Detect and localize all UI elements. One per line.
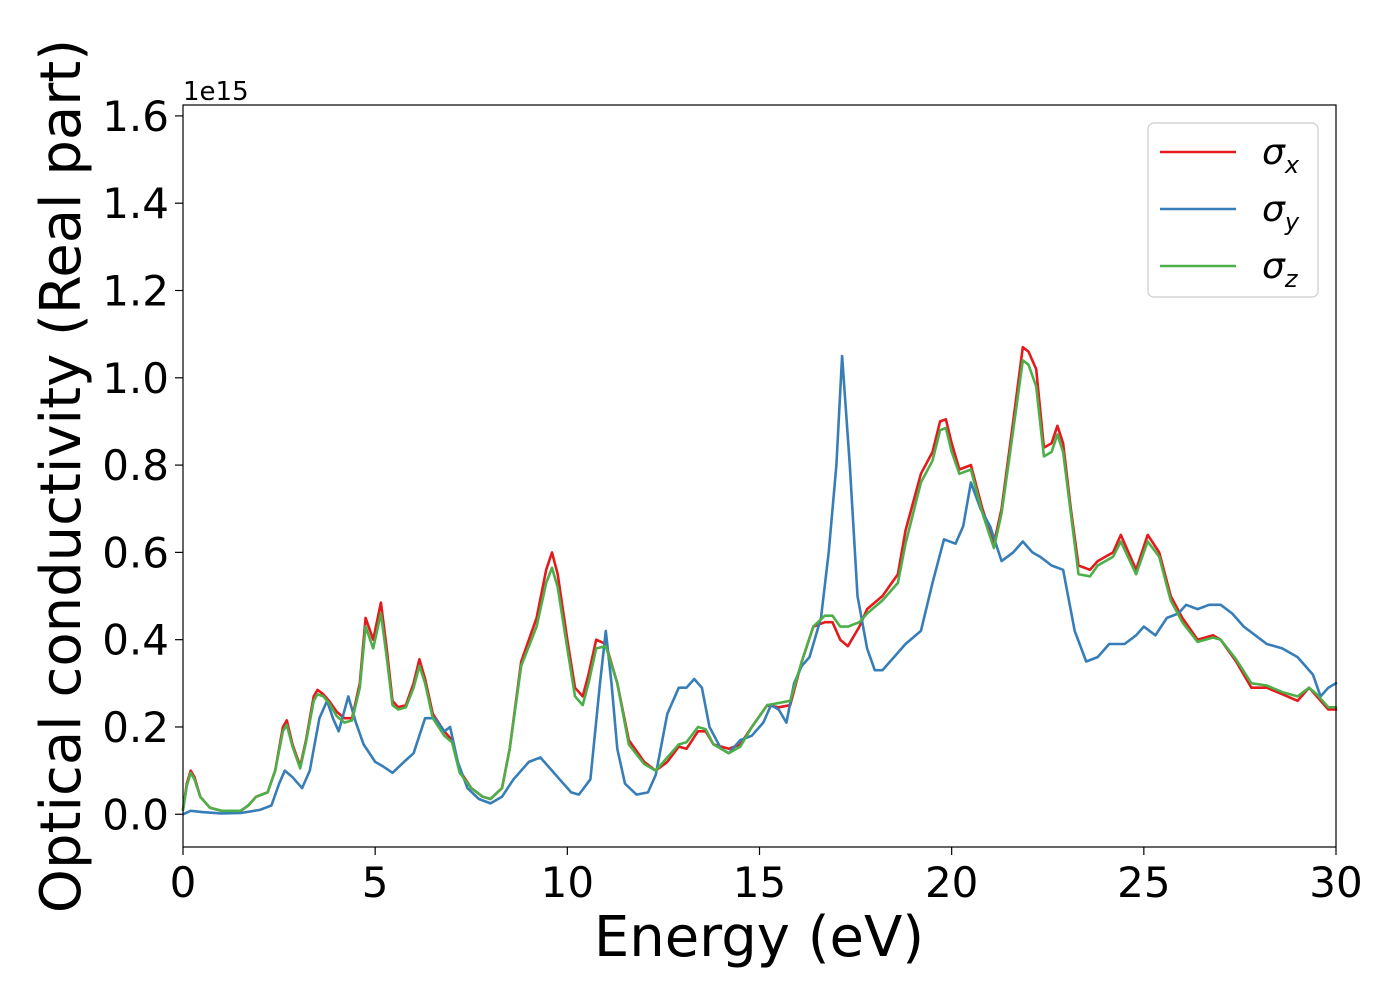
plot-frame — [182, 104, 1337, 848]
legend-label-symbol: σ — [1262, 132, 1286, 173]
legend-label-symbol: σ — [1262, 189, 1286, 230]
series-layer — [181, 345, 1338, 816]
x-tick-label: 5 — [362, 858, 389, 907]
legend-label-sigma-z: σz — [1262, 246, 1299, 293]
y-tick-label: 0.0 — [102, 790, 169, 839]
x-tick-label: 15 — [733, 858, 786, 907]
legend-label-subscript: y — [1284, 208, 1300, 236]
x-tick-label: 10 — [541, 858, 594, 907]
legend-label-symbol: σ — [1262, 246, 1286, 287]
y-tick-label: 0.6 — [102, 528, 169, 577]
x-tick-label: 25 — [1117, 858, 1170, 907]
legend-label-sigma-x: σx — [1262, 132, 1300, 179]
x-tick-label: 0 — [170, 858, 197, 907]
legend-label-subscript: x — [1284, 151, 1300, 179]
y-tick-label: 1.4 — [102, 179, 169, 228]
y-offset-label: 1e15 — [183, 77, 249, 107]
legend-label-subscript: z — [1284, 265, 1299, 293]
y-tick-label: 0.4 — [102, 616, 169, 665]
x-axis-ticks: 0 5 10 15 20 25 30 — [170, 847, 1363, 907]
series-line-sigma-x — [181, 345, 1338, 813]
plot-background — [183, 105, 1336, 847]
legend-label-sigma-y: σy — [1262, 189, 1300, 236]
x-axis-label: Energy (eV) — [594, 905, 924, 970]
x-tick-label: 20 — [925, 858, 978, 907]
y-tick-label: 0.2 — [102, 703, 169, 752]
y-axis-ticks: 0.0 0.2 0.4 0.6 0.8 1.0 1.2 1.4 1.6 — [102, 92, 183, 839]
y-axis-label: Optical conductivity (Real part) — [29, 39, 94, 913]
x-tick-label: 30 — [1309, 858, 1362, 907]
y-tick-label: 0.8 — [102, 441, 169, 490]
series-line-sigma-z — [181, 359, 1338, 813]
y-tick-label: 1.0 — [102, 354, 169, 403]
y-tick-label: 1.6 — [102, 92, 169, 141]
y-tick-label: 1.2 — [102, 267, 169, 316]
